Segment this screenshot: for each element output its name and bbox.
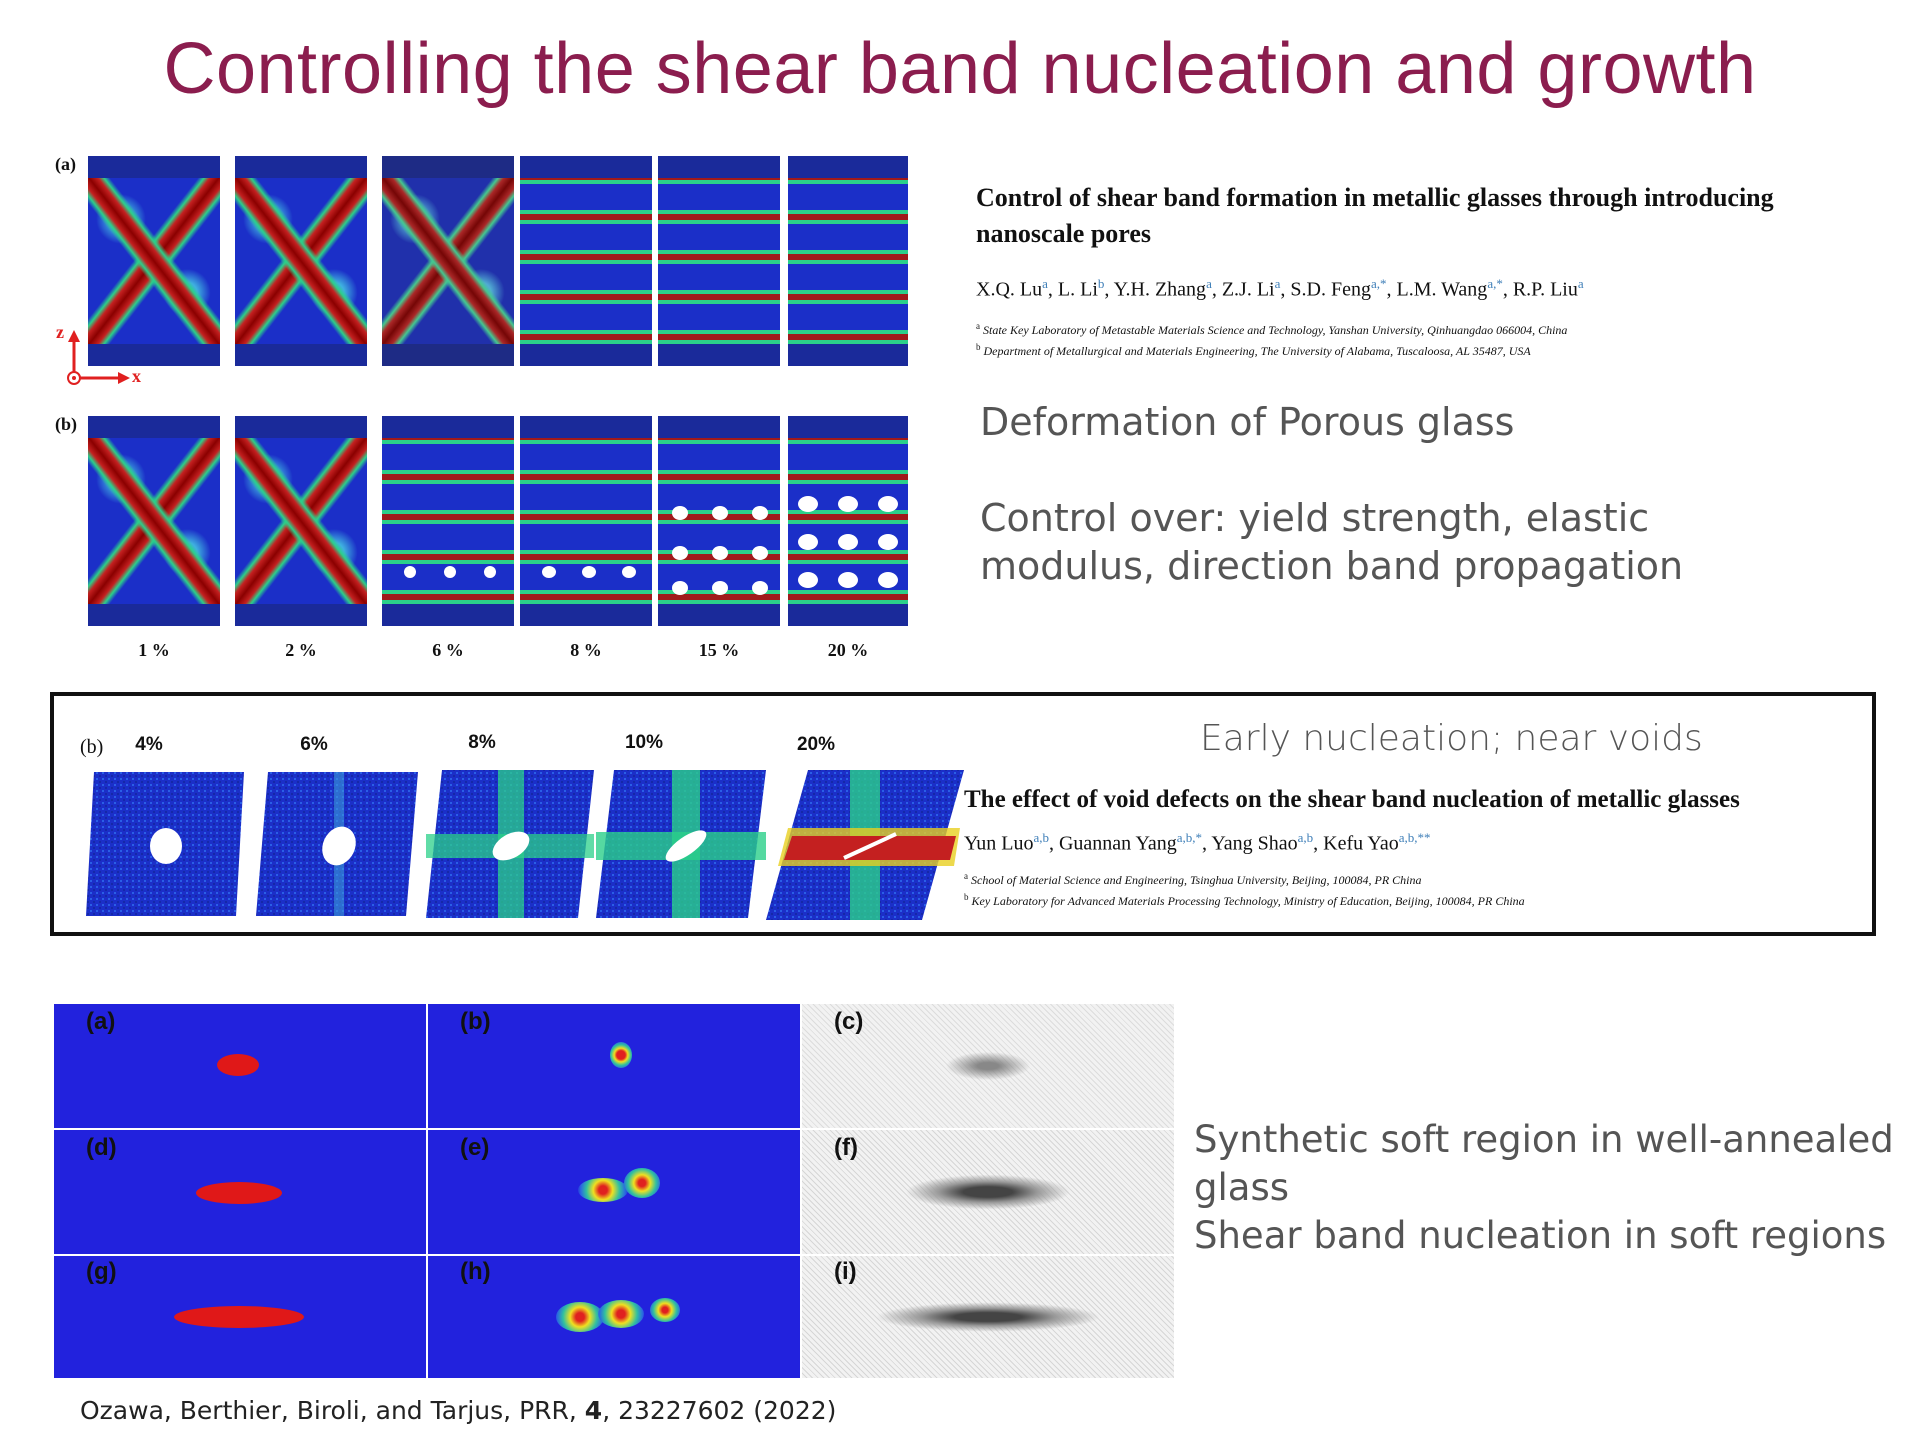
void-panel-4 bbox=[86, 772, 244, 916]
panel-label: (e) bbox=[460, 1134, 490, 1161]
figure2-label: (b) bbox=[80, 736, 104, 758]
author: R.P. Liu bbox=[1512, 278, 1578, 301]
paper2-authors: Yun Luoa,b, Guannan Yanga,b,*, Yang Shao… bbox=[964, 830, 1431, 855]
author: Z.J. Li bbox=[1221, 278, 1275, 301]
affiliation: Key Laboratory for Advanced Materials Pr… bbox=[971, 894, 1525, 908]
affiliation: Department of Metallurgical and Material… bbox=[983, 344, 1531, 358]
author: Y.H. Zhang bbox=[1113, 278, 1207, 301]
panel-f bbox=[802, 1130, 1174, 1254]
paper1-authors: X.Q. Lua, L. Lib, Y.H. Zhanga, Z.J. Lia,… bbox=[976, 276, 1584, 301]
panel-e bbox=[428, 1130, 800, 1254]
slide-title: Controlling the shear band nucleation an… bbox=[163, 29, 1757, 109]
bullet-synthetic-soft-region: Synthetic soft region in well-annealed g… bbox=[1194, 1118, 1894, 1209]
paper2-affiliations: a School of Material Science and Enginee… bbox=[964, 871, 1525, 908]
panel-label: (a) bbox=[86, 1008, 116, 1035]
panel-b bbox=[428, 1004, 800, 1128]
strain-label: 6% bbox=[300, 734, 328, 755]
strain-label: 6 % bbox=[432, 640, 464, 660]
axis-z-label: z bbox=[56, 322, 64, 342]
bullet-nucleation-soft-regions: Shear band nucleation in soft regions bbox=[1194, 1214, 1887, 1257]
panel-a bbox=[54, 1004, 426, 1128]
void-panel-8 bbox=[426, 770, 594, 918]
strain-label: 1 % bbox=[138, 640, 170, 660]
strain-label: 20 % bbox=[827, 640, 869, 660]
citation: Ozawa, Berthier, Biroli, and Tarjus, PRR… bbox=[80, 1396, 837, 1425]
author: Yun Luo bbox=[964, 832, 1034, 855]
axis-x-label: x bbox=[132, 366, 141, 386]
panel-label-a: (a) bbox=[55, 154, 76, 174]
strain-label: 4% bbox=[135, 734, 163, 755]
panel-label: (h) bbox=[460, 1258, 491, 1285]
strain-label: 8% bbox=[468, 732, 496, 753]
paper1-title: Control of shear band formation in metal… bbox=[976, 183, 1774, 248]
sim-panel-a4 bbox=[520, 156, 652, 366]
panel-label: (f) bbox=[834, 1134, 858, 1161]
soft-region-figure: (a) (b) (c) (d) (e) (f) (g) (h) (i) bbox=[54, 1004, 1174, 1378]
author: X.Q. Lu bbox=[976, 278, 1043, 301]
void-sim-strip bbox=[86, 770, 964, 920]
sim-panel-a1 bbox=[88, 156, 220, 366]
sim-panel-b6 bbox=[788, 416, 908, 626]
strain-label: 10% bbox=[624, 732, 664, 753]
author: Guannan Yang bbox=[1058, 832, 1177, 855]
panel-label: (c) bbox=[834, 1008, 864, 1035]
author: L.M. Wang bbox=[1396, 278, 1488, 301]
panel-label: (d) bbox=[86, 1134, 117, 1161]
sim-panel-b5 bbox=[658, 416, 780, 626]
panel-label-b: (b) bbox=[55, 414, 77, 434]
void-panel-6 bbox=[256, 772, 418, 916]
sim-panel-b2 bbox=[235, 416, 367, 626]
strain-label: 15 % bbox=[698, 640, 740, 660]
void-panel-10 bbox=[596, 770, 766, 918]
panel-h bbox=[428, 1256, 800, 1378]
strain-label: 20% bbox=[796, 734, 836, 755]
affiliation: State Key Laboratory of Metastable Mater… bbox=[983, 323, 1568, 337]
sim-panel-a5 bbox=[658, 156, 780, 366]
panel-label: (b) bbox=[460, 1008, 491, 1035]
void-panel-20 bbox=[766, 770, 964, 920]
panel-label: (g) bbox=[86, 1258, 117, 1285]
sim-panel-a2 bbox=[235, 156, 367, 366]
sim-panel-b4 bbox=[520, 416, 652, 626]
void-defects-box: (b) 4% 6% 8% 10% 20% bbox=[50, 692, 1876, 936]
panel-g bbox=[54, 1256, 426, 1378]
paper2-title: The effect of void defects on the shear … bbox=[964, 786, 1740, 813]
panel-d bbox=[54, 1130, 426, 1254]
figure-porous-glass: (a) (b) z x 1 % 2 % 6 bbox=[50, 150, 920, 670]
paper1-affiliations: a State Key Laboratory of Metastable Mat… bbox=[976, 321, 1568, 358]
author: S.D. Feng bbox=[1290, 278, 1371, 301]
author: Kefu Yao bbox=[1323, 832, 1399, 855]
axis-arrows-icon bbox=[67, 330, 130, 385]
panel-i bbox=[802, 1256, 1174, 1378]
bullet-porous-glass: Deformation of Porous glass bbox=[980, 400, 1515, 444]
affiliation: School of Material Science and Engineeri… bbox=[971, 873, 1422, 887]
panel-label: (i) bbox=[834, 1258, 857, 1285]
sim-panel-a3 bbox=[382, 156, 514, 366]
strain-label: 2 % bbox=[285, 640, 317, 660]
strain-label: 8 % bbox=[570, 640, 602, 660]
axis-indicator: z x bbox=[56, 320, 142, 390]
sim-panel-a6 bbox=[788, 156, 908, 366]
sim-panel-b1 bbox=[88, 416, 220, 626]
author: Yang Shao bbox=[1211, 832, 1298, 855]
author: L. Li bbox=[1057, 278, 1098, 301]
panel-c bbox=[802, 1004, 1174, 1128]
bullet-control-over: Control over: yield strength, elastic mo… bbox=[980, 496, 1684, 588]
sim-panel-b3 bbox=[382, 416, 514, 626]
paper2-heading: Early nucleation; near voids bbox=[1200, 718, 1703, 759]
